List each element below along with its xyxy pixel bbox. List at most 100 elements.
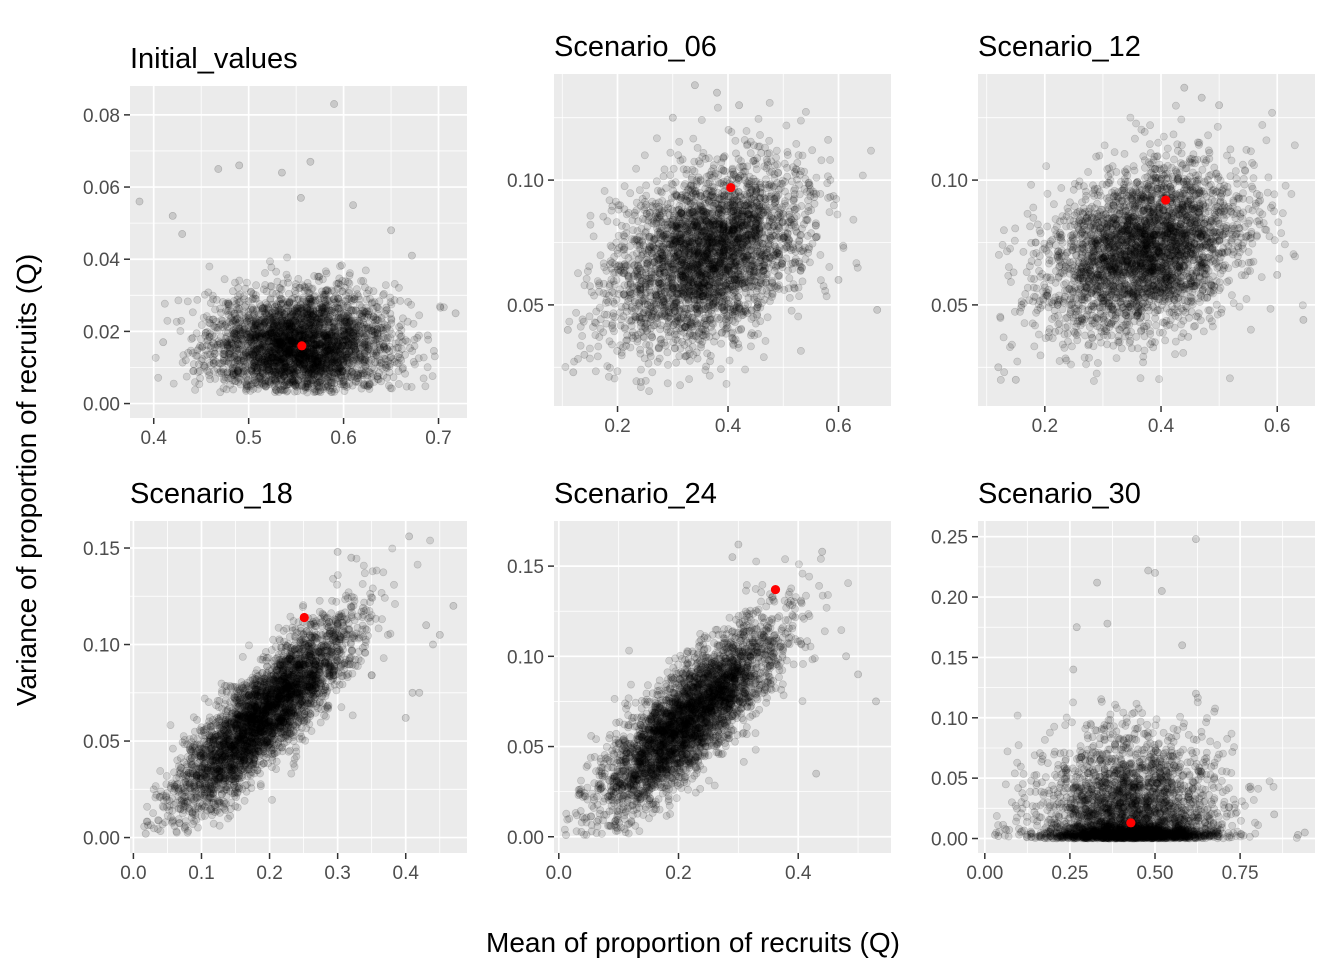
scatter-point xyxy=(261,281,270,289)
scatter-point xyxy=(429,346,438,355)
scatter-point xyxy=(365,379,374,388)
y-tick-label: 0.10 xyxy=(507,171,544,192)
scatter-point xyxy=(230,343,238,351)
scatter-point xyxy=(191,385,199,394)
scatter-point xyxy=(629,226,637,234)
scatter-point xyxy=(342,336,350,345)
scatter-point xyxy=(346,327,355,336)
scatter-point xyxy=(298,360,306,369)
scatter-point xyxy=(226,350,235,359)
scatter-point xyxy=(317,314,326,323)
scatter-point xyxy=(268,316,277,325)
scatter-point xyxy=(302,308,311,317)
scatter-point xyxy=(381,334,390,342)
scatter-point xyxy=(253,345,261,353)
scatter-point xyxy=(342,291,350,300)
scatter-point xyxy=(359,309,368,318)
scatter-point xyxy=(350,342,359,351)
scatter-point xyxy=(746,149,755,158)
scatter-point xyxy=(280,310,289,318)
scatter-point xyxy=(188,349,197,357)
scatter-point xyxy=(312,307,321,316)
scatter-point xyxy=(252,366,261,375)
scatter-point xyxy=(347,334,355,343)
scatter-point xyxy=(238,362,246,371)
scatter-point xyxy=(394,338,403,346)
scatter-point xyxy=(320,348,329,356)
scatter-point xyxy=(277,375,286,383)
scatter-point xyxy=(233,295,242,304)
scatter-point xyxy=(247,348,256,357)
scatter-point xyxy=(268,353,277,362)
scatter-point xyxy=(230,352,239,361)
scatter-point xyxy=(352,285,361,294)
scatter-point xyxy=(282,326,291,335)
scatter-point xyxy=(276,336,285,345)
scatter-point xyxy=(283,380,292,389)
scatter-point xyxy=(345,358,354,367)
scatter-point xyxy=(321,380,330,389)
scatter-point xyxy=(330,379,339,388)
scatter-point xyxy=(283,377,292,386)
scatter-point xyxy=(672,358,680,367)
scatter-point xyxy=(304,374,313,383)
scatter-point xyxy=(299,386,308,395)
scatter-point xyxy=(326,341,334,350)
scatter-point xyxy=(256,368,265,377)
scatter-point xyxy=(372,335,381,343)
scatter-point xyxy=(330,100,338,108)
scatter-point xyxy=(344,359,353,367)
scatter-point xyxy=(351,336,360,345)
scatter-point xyxy=(281,328,289,337)
scatter-point xyxy=(276,355,285,364)
scatter-point xyxy=(312,340,321,349)
scatter-point xyxy=(340,335,349,343)
scatter-point xyxy=(359,357,368,365)
scatter-point xyxy=(244,315,253,324)
scatter-point xyxy=(304,317,313,325)
scatter-point xyxy=(310,375,318,384)
scatter-point xyxy=(349,337,357,346)
scatter-point xyxy=(295,381,303,390)
scatter-point xyxy=(361,358,370,367)
scatter-point xyxy=(271,378,280,387)
scatter-point xyxy=(731,136,740,145)
scatter-point xyxy=(327,333,336,342)
scatter-point xyxy=(289,365,297,374)
scatter-point xyxy=(368,326,377,335)
scatter-point xyxy=(265,328,274,337)
scatter-point xyxy=(282,364,291,372)
scatter-point xyxy=(232,299,241,308)
scatter-point xyxy=(362,295,371,304)
scatter-point xyxy=(334,294,343,303)
scatter-point xyxy=(311,321,320,329)
scatter-point xyxy=(772,146,781,155)
scatter-point xyxy=(398,338,407,346)
scatter-point xyxy=(231,346,240,355)
scatter-point xyxy=(334,304,343,313)
scatter-point xyxy=(270,371,279,380)
scatter-point xyxy=(226,335,235,344)
scatter-point xyxy=(267,370,276,379)
scatter-point xyxy=(278,339,287,348)
scatter-point xyxy=(309,355,318,364)
scatter-point xyxy=(267,347,276,355)
scatter-point xyxy=(436,302,444,311)
scatter-point xyxy=(285,352,293,361)
scatter-point xyxy=(286,310,295,319)
scatter-point xyxy=(223,343,232,352)
scatter-point xyxy=(318,338,326,347)
scatter-point xyxy=(287,325,295,333)
scatter-point xyxy=(323,356,332,365)
scatter-point xyxy=(370,331,378,340)
scatter-point xyxy=(298,361,307,370)
scatter-point xyxy=(261,317,270,326)
scatter-point xyxy=(299,374,308,383)
scatter-point xyxy=(307,310,316,319)
scatter-point xyxy=(216,304,224,313)
scatter-point xyxy=(224,310,233,319)
scatter-point xyxy=(307,334,316,343)
scatter-point xyxy=(302,357,311,366)
scatter-point xyxy=(324,297,332,306)
scatter-point xyxy=(252,325,261,334)
